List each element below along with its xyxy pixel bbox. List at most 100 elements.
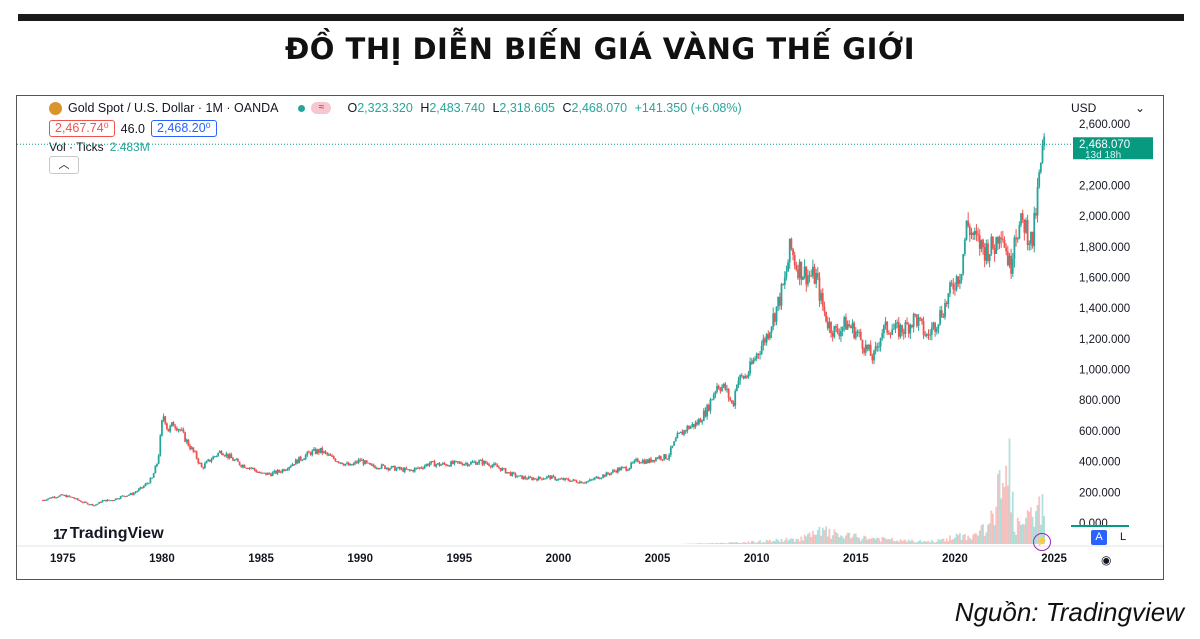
candle <box>402 468 405 472</box>
volume-bar <box>764 542 766 544</box>
candle <box>420 467 423 469</box>
candle <box>552 475 555 477</box>
volume-bar <box>940 538 943 544</box>
candle <box>228 454 231 458</box>
candle <box>906 322 908 325</box>
candle <box>488 463 490 466</box>
volume-bar <box>1036 504 1039 544</box>
log-scale-button[interactable]: L <box>1119 531 1127 543</box>
candle <box>319 447 322 453</box>
tradingview-logo[interactable]: 17 TradingView <box>53 525 164 543</box>
candle <box>253 467 256 470</box>
candle <box>663 454 666 460</box>
volume-bar <box>727 542 730 544</box>
candle <box>716 385 718 392</box>
price-tag-value: 2,468.070 <box>1079 139 1130 151</box>
candle <box>922 320 925 335</box>
candle <box>564 478 566 481</box>
candle <box>980 239 983 249</box>
auto-scale-button[interactable]: A <box>1091 530 1107 545</box>
candle <box>830 322 832 334</box>
x-tick-label: 1990 <box>347 553 373 565</box>
volume-bar <box>712 543 715 544</box>
candle <box>549 475 552 479</box>
candle <box>309 452 312 455</box>
candle <box>621 467 624 469</box>
candle <box>532 478 535 480</box>
candle <box>818 277 821 301</box>
symbol-label[interactable]: Gold Spot / U.S. Dollar · 1M · OANDA <box>68 101 279 115</box>
candle <box>441 463 444 465</box>
candle <box>111 500 114 502</box>
sell-price-button[interactable]: 2,467.74⁰ <box>49 120 115 137</box>
candle <box>618 467 621 471</box>
candle <box>367 462 370 464</box>
lightning-icon[interactable]: ⚡ <box>1033 533 1051 551</box>
candle <box>772 313 775 327</box>
candle <box>483 461 486 465</box>
candle <box>278 469 281 472</box>
candle <box>76 498 79 500</box>
candle <box>61 494 64 496</box>
candle <box>1021 213 1024 220</box>
candle <box>646 459 649 463</box>
candle <box>526 478 528 480</box>
volume-bar <box>699 543 702 544</box>
candle <box>802 276 804 280</box>
candle <box>735 384 738 391</box>
price-candles <box>42 133 1046 507</box>
volume-bar <box>891 538 894 544</box>
candle <box>803 266 806 277</box>
volume-bar <box>876 537 879 544</box>
candle <box>189 445 191 450</box>
volume-bar <box>851 536 854 544</box>
candle <box>838 332 841 337</box>
candle <box>542 478 545 480</box>
buy-price-button[interactable]: 2,468.20⁰ <box>151 120 217 137</box>
y-tick-label: 2,600.000 <box>1079 119 1130 131</box>
candle <box>807 275 809 285</box>
candle <box>270 473 272 477</box>
volume-bar <box>965 540 968 544</box>
volume-bar <box>894 541 897 544</box>
chevron-up-icon[interactable]: ︿ <box>49 156 79 174</box>
candle <box>840 330 842 337</box>
volume-bar <box>742 542 745 544</box>
candle <box>93 505 96 507</box>
candle <box>418 467 421 469</box>
candle <box>937 324 940 329</box>
candle <box>256 471 259 473</box>
candle <box>494 463 497 465</box>
candle <box>673 441 675 446</box>
candle <box>691 424 694 427</box>
volume-bar <box>760 542 763 544</box>
candle <box>465 463 467 465</box>
volume-bar <box>853 533 856 544</box>
candle <box>679 431 682 433</box>
candle <box>73 497 76 499</box>
candle <box>1041 145 1044 163</box>
candle <box>620 467 623 471</box>
candle <box>298 456 300 464</box>
candle <box>600 477 603 479</box>
candle <box>608 473 611 475</box>
volume-bar <box>750 540 753 544</box>
volume-bar <box>863 535 865 544</box>
price-chart[interactable]: 2,600.0002,400.0002,200.0002,000.0001,80… <box>17 96 1163 579</box>
data-mode-icon[interactable]: ≈ <box>311 102 332 114</box>
candle <box>864 344 867 353</box>
volume-label[interactable]: Vol · Ticks <box>49 140 104 154</box>
candle <box>509 472 512 476</box>
candle <box>641 460 644 463</box>
candle <box>879 338 882 347</box>
candle <box>124 496 127 498</box>
candle <box>909 324 912 334</box>
eye-icon[interactable]: ◉ <box>1101 553 1112 567</box>
volume-bar <box>856 537 859 544</box>
candle <box>678 432 680 434</box>
volume-bar <box>811 530 814 544</box>
volume-bar <box>1043 516 1046 544</box>
volume-bar <box>757 541 760 544</box>
currency-selector[interactable]: USD ⌄ <box>1071 101 1145 115</box>
volume-bar <box>945 538 948 544</box>
